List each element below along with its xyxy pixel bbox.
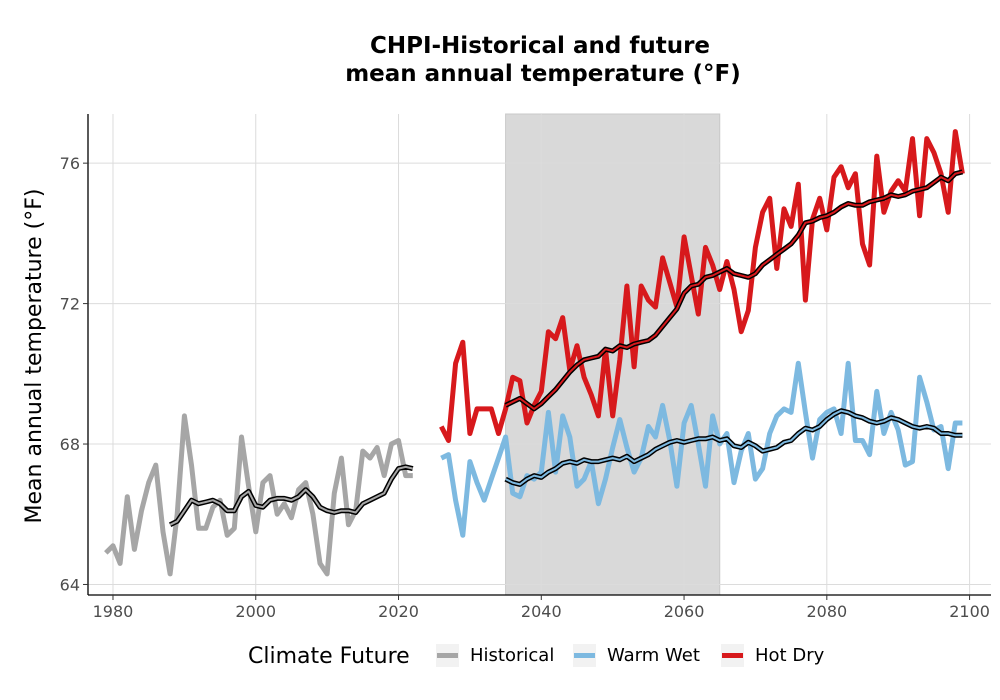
rolling-mean-hot-dry: [505, 170, 963, 410]
legend-label: Historical: [470, 645, 554, 666]
x-tick-label: 1980: [93, 602, 134, 621]
x-tick-label: 2060: [664, 602, 705, 621]
y-tick-label: 76: [60, 154, 80, 173]
legend-label: Hot Dry: [755, 645, 825, 666]
y-tick-label: 68: [60, 435, 80, 454]
rolling-mean-historical: [169, 465, 414, 526]
legend-title: Climate Future: [248, 644, 410, 669]
x-tick-label: 2100: [949, 602, 990, 621]
y-axis-title: Mean annual temperature (°F): [22, 189, 47, 524]
axes: 1980 2000 2020 2040 2060 2080 2100 64 68 72 76: [60, 114, 991, 621]
chart-title-line-2: mean annual temperature (°F): [345, 61, 741, 87]
chart-title: CHPI-Historical and future mean annual t…: [345, 33, 741, 87]
y-tick-label: 64: [60, 575, 80, 594]
y-tick-label: 72: [60, 295, 80, 314]
legend-label: Warm Wet: [607, 645, 700, 666]
rolling-mean-warm-wet: [505, 409, 963, 486]
legend: Climate Future Historical Warm Wet Hot Dry: [248, 644, 825, 669]
x-tick-label: 2080: [806, 602, 847, 621]
chart-title-line-1: CHPI-Historical and future: [370, 33, 710, 59]
shaded-period-layer: [505, 113, 721, 596]
shaded-period: [505, 113, 721, 596]
series-lines: [104, 129, 965, 577]
x-tick-label: 2000: [235, 602, 276, 621]
x-tick-label: 2040: [521, 602, 562, 621]
x-tick-label: 2020: [378, 602, 419, 621]
